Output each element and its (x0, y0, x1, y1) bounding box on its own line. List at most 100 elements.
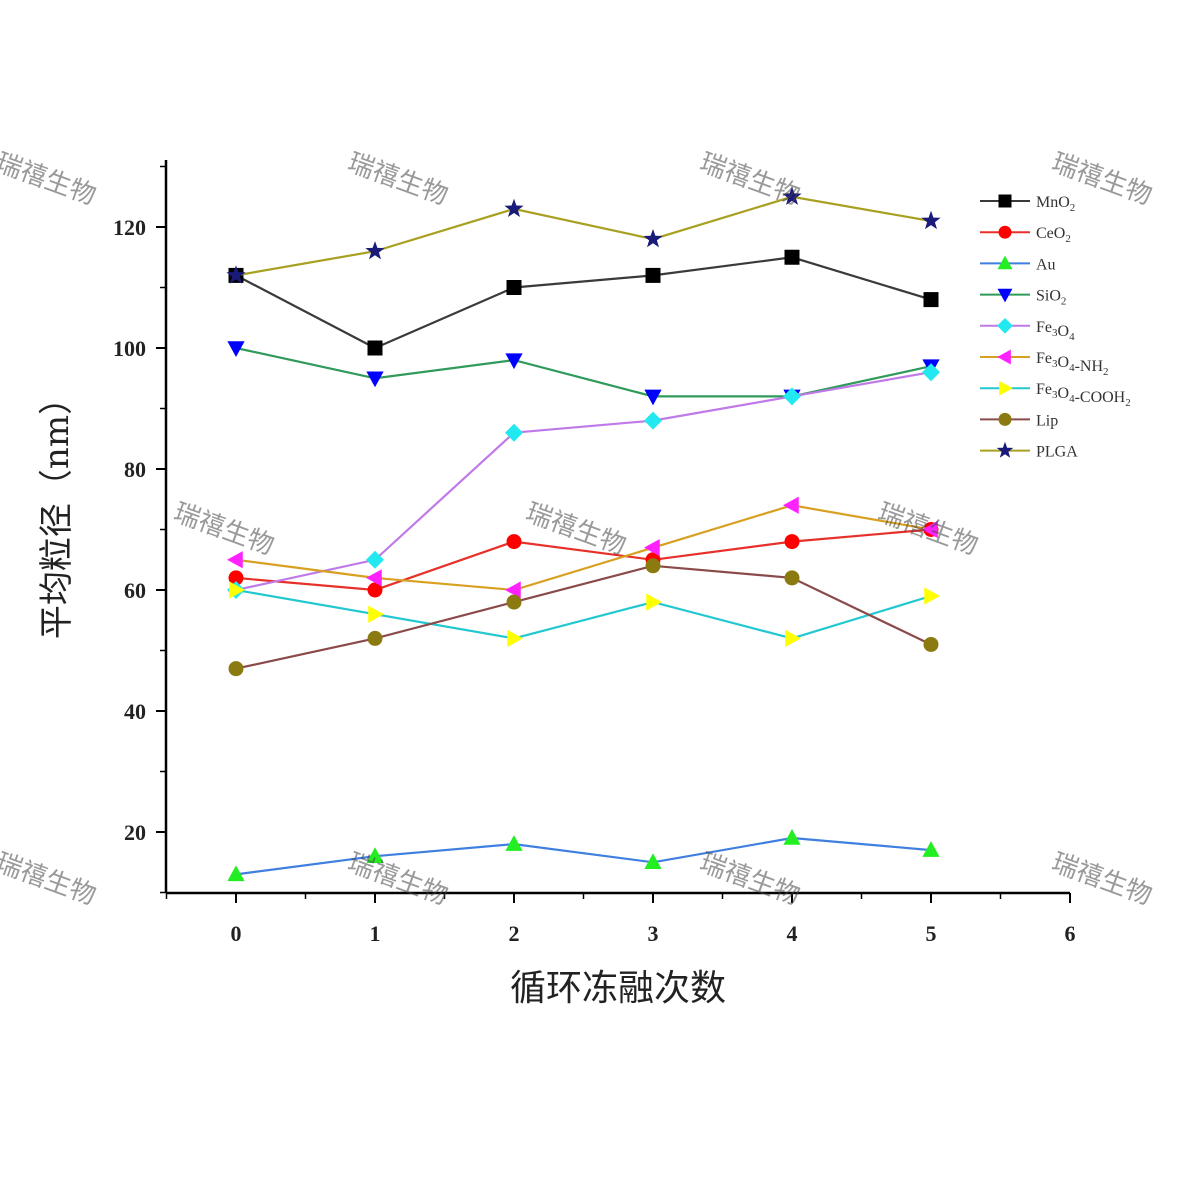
series-layer (226, 186, 941, 882)
x-tick-label: 5 (926, 921, 937, 946)
series-sio2 (227, 341, 940, 406)
data-point (644, 411, 662, 430)
legend-item: Fe3O4-NH2 (980, 349, 1109, 378)
y-tick-label: 80 (124, 457, 146, 482)
data-point (644, 389, 662, 406)
data-point (506, 534, 522, 550)
series-au (227, 829, 940, 882)
y-tick-label: 60 (124, 578, 146, 603)
data-point (783, 496, 799, 514)
series-fe3o4 (227, 363, 940, 599)
series-line (235, 836, 932, 876)
legend-marker (997, 318, 1013, 334)
x-tick-label: 2 (509, 921, 520, 946)
y-tick-label: 40 (124, 699, 146, 724)
data-point (644, 853, 662, 869)
data-point (506, 280, 522, 295)
legend-label: CeO2 (1036, 225, 1071, 245)
data-point (922, 520, 938, 539)
data-point (227, 865, 245, 882)
legend-marker (997, 349, 1011, 365)
y-tick-label: 120 (113, 215, 146, 240)
legend: MnO2 CeO2 Au SiO2 Fe3O4 Fe3O4-NH2 Fe3O4-COOH2 L… (980, 194, 1131, 461)
legend-item: CeO2 (980, 225, 1071, 245)
series-lip (228, 558, 939, 677)
data-point (922, 363, 940, 382)
legend-item: Au (980, 255, 1056, 273)
legend-label: Fe3O4-COOH2 (1036, 381, 1131, 409)
legend-marker (998, 412, 1012, 426)
data-point (644, 539, 660, 557)
data-point (643, 229, 663, 248)
data-point (784, 534, 800, 550)
legend-marker (997, 255, 1013, 270)
data-point (505, 835, 523, 851)
series-line (235, 588, 932, 640)
series-plga (226, 186, 941, 284)
data-point (229, 581, 245, 599)
legend-label: PLGA (1036, 444, 1078, 461)
data-point (227, 551, 243, 569)
data-point (226, 265, 246, 284)
data-point (504, 198, 524, 217)
data-point (921, 210, 941, 230)
legend-marker (997, 288, 1013, 303)
legend-marker (996, 441, 1014, 458)
legend-label: Lip (1036, 412, 1058, 429)
data-point (782, 186, 802, 205)
x-tick-label: 4 (787, 921, 798, 946)
x-tick-label: 6 (1065, 921, 1076, 946)
data-point (367, 582, 383, 598)
data-point (646, 593, 662, 611)
data-point (645, 558, 661, 574)
legend-marker (999, 380, 1013, 396)
data-point (366, 371, 384, 388)
data-point (645, 267, 661, 283)
data-point (365, 241, 385, 260)
series-mno2 (228, 249, 939, 356)
series-line (235, 504, 932, 592)
legend-item: Lip (980, 412, 1058, 429)
data-point (924, 587, 940, 605)
legend-marker (998, 225, 1012, 239)
axes: 0 1 2 3 4 5 6 20 40 60 80 100 120 (113, 160, 1076, 946)
data-point (923, 636, 939, 652)
data-point (784, 249, 800, 265)
data-point (368, 605, 384, 623)
x-axis-title: 循环冻融次数 (510, 968, 726, 1009)
series-line (235, 564, 932, 670)
data-point (228, 570, 244, 586)
data-point (505, 581, 521, 599)
series-line (235, 256, 932, 350)
legend-label: SiO2 (1036, 288, 1066, 308)
legend-item: Fe3O4-COOH2 (980, 380, 1131, 409)
legend-label: MnO2 (1036, 194, 1075, 214)
legend-label: Au (1036, 256, 1056, 273)
y-tick-label: 20 (124, 820, 146, 845)
data-point (785, 629, 801, 648)
data-point (366, 550, 384, 569)
data-point (506, 594, 522, 610)
series-fe3o4-cooh2 (229, 581, 940, 648)
data-point (367, 340, 383, 356)
series-line (235, 371, 932, 592)
legend-item: SiO2 (980, 288, 1066, 308)
x-tick-label: 3 (648, 921, 659, 946)
legend-label: Fe3O4-NH2 (1036, 350, 1109, 378)
x-tick-label: 1 (370, 921, 381, 946)
data-point (505, 353, 523, 370)
data-point (507, 629, 523, 648)
data-point (505, 423, 523, 442)
y-tick-label: 100 (113, 336, 146, 361)
data-point (922, 841, 940, 857)
x-tick-label: 0 (231, 921, 242, 946)
data-point (367, 630, 383, 646)
legend-item: PLGA (980, 441, 1078, 461)
legend-marker (998, 194, 1012, 208)
data-point (227, 341, 245, 357)
series-line (235, 528, 932, 592)
y-axis-title: 平均粒径（nm） (37, 381, 77, 639)
legend-label: Fe3O4 (1036, 319, 1075, 343)
series-line (235, 346, 932, 398)
